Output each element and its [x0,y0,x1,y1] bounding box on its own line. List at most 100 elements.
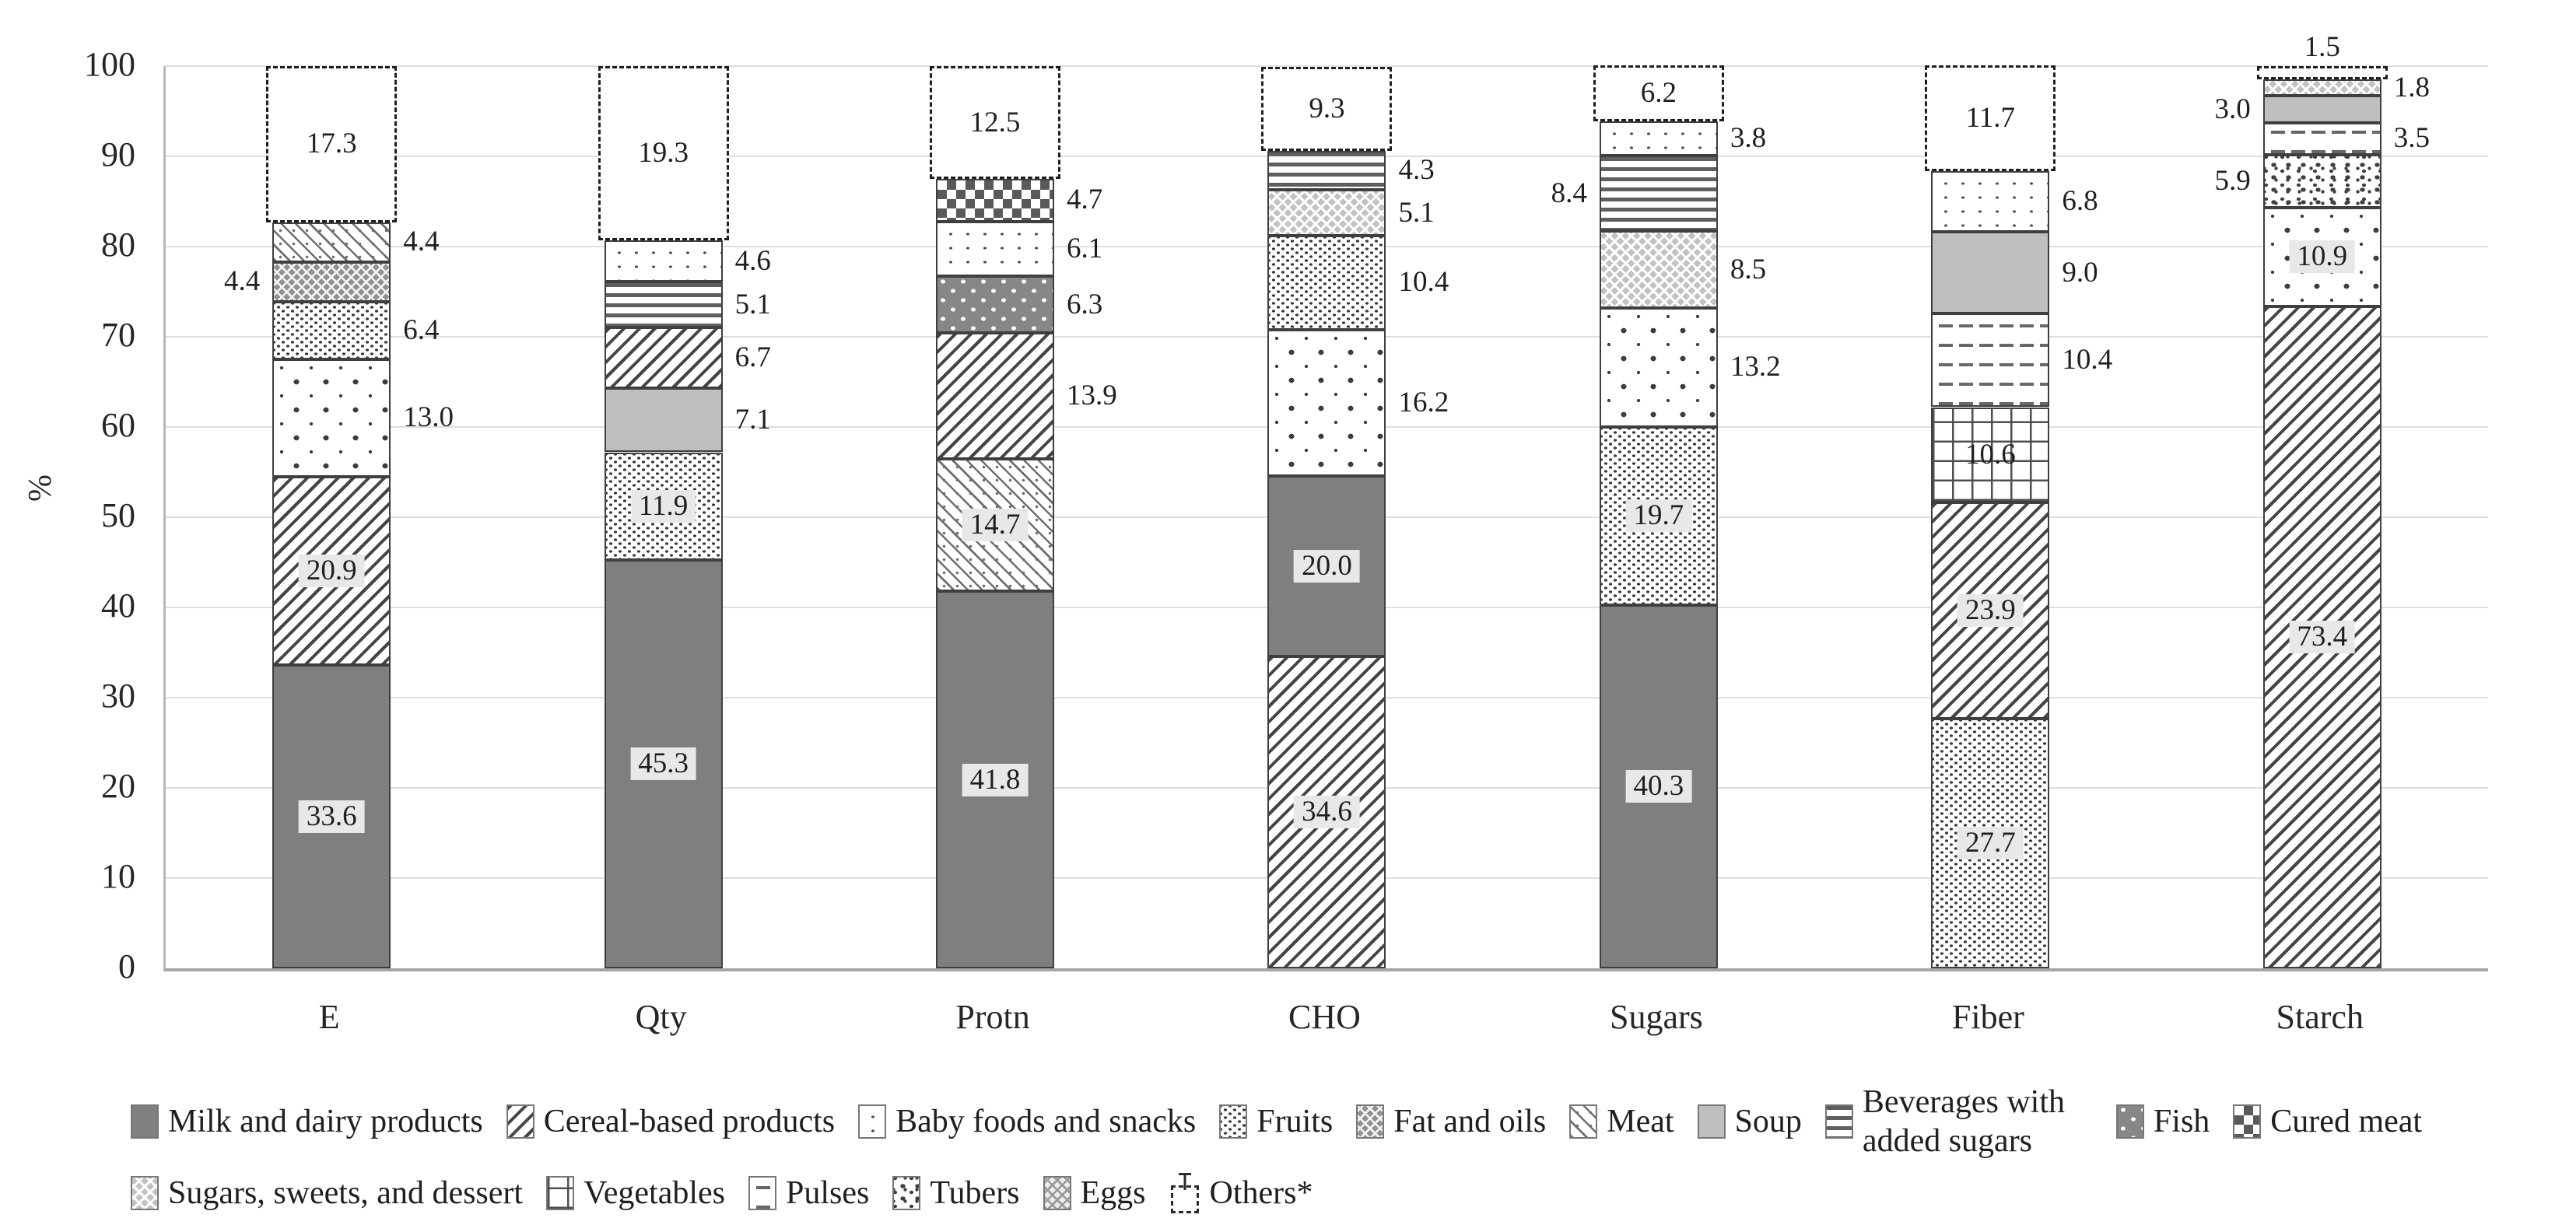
legend-item-sugars-sweets-and-dessert: Sugars, sweets, and dessert [131,1175,523,1211]
legend-label: Fruits [1256,1104,1334,1139]
data-label-Qty-5.1: 5.1 [734,288,771,320]
bar-slot-CHO: 34.6 20.0 16.2 10.4 5.1 4.3 9.3 [1161,66,1492,968]
y-tick-label-10: 10 [101,857,135,895]
data-label-E-6.4: 6.4 [403,313,440,346]
plot-area: 33.6 20.9 13.0 6.4 4.4 4.4 17.3 45.3 11.9 7.1 6.7 5… [163,32,2488,971]
y-tick-label-60: 60 [101,406,135,444]
segment-Qty-beverages-with-added-sugars [604,282,723,328]
data-label-Protn-12.5: 12.5 [969,106,1021,138]
segment-Protn-baby-foods-and-snacks [936,221,1055,277]
data-label-Starch-10.9: 10.9 [2289,240,2356,274]
segment-Sugars-cereal-based-products [1599,121,1718,156]
legend-swatch-icon [858,1104,887,1139]
legend-label: Cured meat [2270,1104,2423,1139]
segment-Starch-tubers [2262,154,2381,208]
x-axis-label-CHO: CHO [1288,998,1361,1036]
segment-Sugars-baby-foods-and-snacks [1599,307,1718,427]
segment-CHO-cereal-based-products [1267,656,1386,968]
data-label-Fiber-9.0: 9.0 [2062,256,2098,289]
segment-Fiber-baby-foods-and-snacks [1931,170,2050,233]
bar-Starch: 73.4 10.9 5.9 3.5 3.0 1.8 1.5 [2214,32,2430,968]
segment-Qty-baby-foods-and-snacks [604,240,723,282]
legend-label: Tubers [930,1175,1020,1211]
bar-slot-Protn: 41.8 14.7 13.9 6.3 6.1 4.7 12.5 [829,66,1161,968]
data-label-Starch-1.8: 1.8 [2393,71,2430,103]
segment-Qty-soup [604,388,723,453]
data-label-Protn-6.1: 6.1 [1067,232,1103,264]
data-label-E-4.4: 4.4 [403,226,440,258]
data-label-Protn-14.7: 14.7 [962,508,1029,541]
data-label-Sugars-3.8: 3.8 [1730,121,1767,154]
data-label-Starch-73.4: 73.4 [2289,621,2356,654]
bar-Qty: 45.3 11.9 7.1 6.7 5.1 4.6 19.3 [598,66,771,968]
bar-CHO: 34.6 20.0 16.2 10.4 5.1 4.3 9.3 [1261,66,1449,968]
data-label-Qty-11.9: 11.9 [630,489,696,523]
y-tick-label-90: 90 [101,135,135,173]
data-label-Fiber-11.7: 11.7 [1965,101,2016,134]
segment-E-meat [272,222,391,262]
legend-item-tubers: Tubers [892,1175,1020,1211]
segment-Starch-cereal-based-products [2262,306,2381,968]
segment-Fiber-pulses [1931,313,2050,408]
data-label-Qty-19.3: 19.3 [638,136,689,169]
legend-item-milk-and-dairy-products: Milk and dairy products [131,1104,483,1139]
legend-swatch-icon [1356,1104,1385,1139]
data-label-CHO-10.4: 10.4 [1398,266,1449,299]
bar-slot-Fiber: 27.7 23.9 10.6 10.4 9.0 6.8 11.7 [1824,65,2156,968]
legend-item-cereal-based-products: Cereal-based products [506,1104,835,1139]
bar-E: 33.6 20.9 13.0 6.4 4.4 4.4 17.3 [224,66,454,968]
data-label-Qty-4.6: 4.6 [734,244,771,277]
legend-swatch-icon [1169,1173,1200,1213]
y-tick-label-100: 100 [84,45,135,83]
segment-Starch-others [2256,66,2388,80]
data-label-CHO-16.2: 16.2 [1398,386,1449,418]
legend-swatch-icon [546,1176,575,1210]
legend-item-fish: Fish [2115,1104,2210,1139]
legend-item-eggs: Eggs [1043,1175,1146,1211]
data-label-Starch-3.0: 3.0 [2214,93,2251,125]
legend-swatch-icon [748,1176,777,1210]
bar-slot-Sugars: 40.3 19.7 13.2 8.5 8.4 3.8 6.2 [1493,65,1824,968]
segment-Protn-others [930,66,1061,179]
bar-Sugars: 40.3 19.7 13.2 8.5 8.4 3.8 6.2 [1551,65,1781,968]
bar-Fiber: 27.7 23.9 10.6 10.4 9.0 6.8 11.7 [1925,65,2112,968]
x-axis-label-Protn: Protn [955,998,1030,1036]
data-label-E-33.6: 33.6 [298,800,365,834]
data-label-CHO-5.1: 5.1 [1398,196,1435,229]
data-label-Starch-3.5: 3.5 [2393,122,2430,155]
y-axis-ticks: 0 10 20 30 40 50 60 70 80 90 100 [0,47,152,984]
legend-label: Milk and dairy products [168,1104,483,1139]
y-tick-label-40: 40 [101,586,135,625]
data-label-Sugars-19.7: 19.7 [1625,499,1692,533]
legend-item-beverages-with-added-sugars: Beverages with added sugars [1824,1083,2093,1160]
legend-label: Pulses [786,1175,870,1211]
segment-E-fruits [272,301,391,359]
data-label-Fiber-6.8: 6.8 [2062,185,2098,217]
segment-CHO-fruits [1267,236,1386,330]
legend-label: Sugars, sweets, and dessert [168,1175,524,1211]
data-label-CHO-9.3: 9.3 [1309,93,1345,125]
x-axis-label-Fiber: Fiber [1951,998,2024,1036]
legend-label: Baby foods and snacks [895,1104,1197,1139]
segment-Sugars-sugars-sweets-and-dessert [1599,231,1718,308]
legend-swatch-icon [1697,1104,1726,1139]
segment-CHO-beverages-with-added-sugars [1267,151,1386,190]
data-label-Protn-4.7: 4.7 [1067,184,1103,216]
data-label-Sugars-8.5: 8.5 [1730,253,1767,285]
data-label-E-13.0: 13.0 [403,401,454,434]
data-label-CHO-4.3: 4.3 [1398,153,1435,186]
data-label-Fiber-10.6: 10.6 [1964,438,2016,471]
data-label-Sugars-40.3: 40.3 [1625,770,1692,803]
segment-E-baby-foods-and-snacks [272,359,391,477]
segment-E-fat-and-oils [272,261,391,302]
legend-label: Fat and oils [1393,1104,1547,1139]
legend-item-cured-meat: Cured meat [2233,1104,2422,1139]
legend-swatch-icon [1219,1104,1248,1139]
data-label-E-17.3: 17.3 [306,128,357,160]
segment-Qty-others [598,66,729,240]
legend-item-vegetables: Vegetables [546,1175,725,1211]
y-tick-label-0: 0 [118,947,135,985]
data-label-Qty-6.7: 6.7 [734,341,771,374]
segment-CHO-baby-foods-and-snacks [1267,329,1386,476]
legend-item-meat: Meat [1569,1104,1674,1139]
